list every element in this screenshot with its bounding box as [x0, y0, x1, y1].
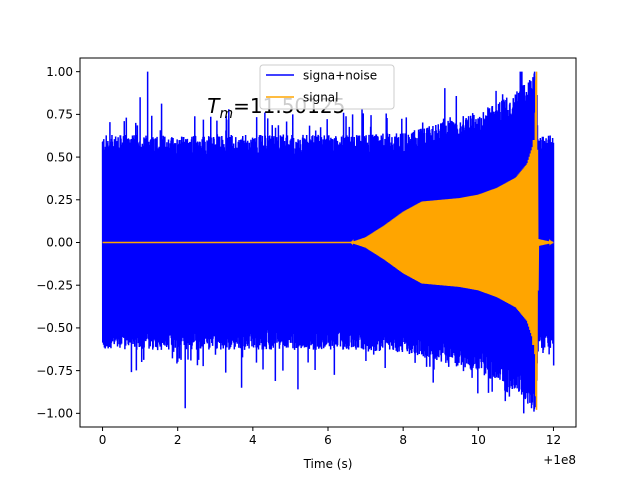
y-tick-label: 1.00 [46, 65, 73, 79]
y-tick-label: −0.75 [36, 364, 73, 378]
series-layer [101, 71, 555, 414]
y-tick-label: −0.25 [36, 278, 73, 292]
y-axis: −1.00 −0.75 −0.50 −0.25 0.00 0.25 0.50 0.75 1.00 [36, 65, 80, 421]
series-signal-line [102, 71, 554, 410]
x-tick-label: 4 [249, 433, 257, 447]
x-tick-label: 2 [174, 433, 182, 447]
x-tick-label: 0 [99, 433, 107, 447]
y-tick-label: −1.00 [36, 407, 73, 421]
annotation-symbol: T [207, 94, 221, 118]
x-tick-label: 6 [324, 433, 332, 447]
x-tick-label: 8 [399, 433, 407, 447]
legend: signa+noise signal [259, 64, 395, 110]
legend-label-signal-noise: signa+noise [303, 69, 377, 83]
x-tick-label: 12 [546, 433, 561, 447]
legend-label-signal: signal [303, 91, 339, 105]
y-tick-label: 0.25 [46, 193, 73, 207]
x-offset-label: +1e8 [543, 453, 576, 467]
y-tick-label: −0.50 [36, 321, 73, 335]
x-axis-label: Time (s) [303, 457, 353, 471]
annotation-subscript: m [219, 106, 233, 122]
series-signal-noise-line [101, 71, 555, 414]
x-tick-label: 10 [471, 433, 486, 447]
x-axis: 0 2 4 6 8 10 12 [99, 427, 561, 447]
annotation-equals: = [233, 94, 250, 118]
legend-box [259, 64, 395, 110]
y-tick-label: 0.75 [46, 108, 73, 122]
y-tick-label: 0.50 [46, 150, 73, 164]
y-tick-label: 0.00 [46, 236, 73, 250]
